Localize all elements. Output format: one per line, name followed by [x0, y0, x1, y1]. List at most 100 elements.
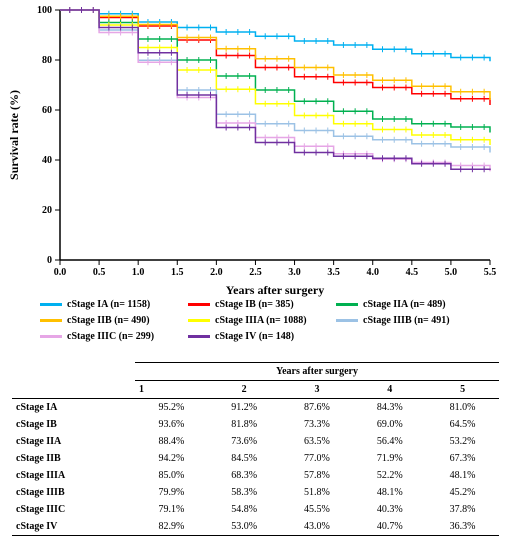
svg-text:0.5: 0.5: [93, 267, 106, 278]
svg-text:1.5: 1.5: [171, 267, 184, 278]
legend-label: cStage IB (n= 385): [215, 299, 294, 310]
table-cell: 73.6%: [208, 433, 281, 450]
table-cell: 58.3%: [208, 484, 281, 501]
table-cell: 53.0%: [208, 518, 281, 536]
table-cell: 81.0%: [426, 399, 499, 417]
svg-text:3.5: 3.5: [327, 267, 340, 278]
svg-text:2.5: 2.5: [249, 267, 262, 278]
svg-text:0: 0: [47, 255, 52, 266]
table-row: cStage IIIA85.0%68.3%57.8%52.2%48.1%: [12, 467, 499, 484]
table-cell: 79.9%: [135, 484, 208, 501]
legend-swatch: [188, 303, 210, 306]
legend-label: cStage IIA (n= 489): [363, 299, 446, 310]
table-cell: 63.5%: [281, 433, 354, 450]
table-cell: 45.5%: [281, 501, 354, 518]
table-cell: 52.2%: [353, 467, 426, 484]
table-cell: 88.4%: [135, 433, 208, 450]
legend-item-IIA: cStage IIA (n= 489): [336, 299, 484, 310]
table-cell: 67.3%: [426, 450, 499, 467]
table-cell: 54.8%: [208, 501, 281, 518]
chart-legend: cStage IA (n= 1158) cStage IB (n= 385) cSt…: [40, 298, 490, 346]
table-row-label: cStage IB: [12, 416, 135, 433]
table-cell: 57.8%: [281, 467, 354, 484]
table-cell: 36.3%: [426, 518, 499, 536]
table-row: cStage IB93.6%81.8%73.3%69.0%64.5%: [12, 416, 499, 433]
table-col-year: 3: [281, 381, 354, 399]
table-cell: 51.8%: [281, 484, 354, 501]
legend-swatch: [40, 319, 62, 322]
table-cell: 69.0%: [353, 416, 426, 433]
table-cell: 95.2%: [135, 399, 208, 417]
legend-label: cStage IIIB (n= 491): [363, 315, 450, 326]
legend-item-IIB: cStage IIB (n= 490): [40, 315, 188, 326]
legend-item-IV: cStage IV (n= 148): [188, 331, 336, 342]
table-cell: 43.0%: [281, 518, 354, 536]
survival-table: Years after surgery12345cStage IA95.2%91…: [12, 362, 499, 536]
legend-label: cStage IIIA (n= 1088): [215, 315, 307, 326]
table-cell: 68.3%: [208, 467, 281, 484]
svg-text:100: 100: [37, 5, 52, 16]
legend-label: cStage IIB (n= 490): [67, 315, 150, 326]
table-cell: 84.3%: [353, 399, 426, 417]
table-cell: 45.2%: [426, 484, 499, 501]
svg-text:5.5: 5.5: [484, 267, 497, 278]
table-cell: 64.5%: [426, 416, 499, 433]
table-row-label: cStage IIIB: [12, 484, 135, 501]
table-row-label: cStage IIB: [12, 450, 135, 467]
table-row: cStage IIB94.2%84.5%77.0%71.9%67.3%: [12, 450, 499, 467]
svg-text:Years after surgery: Years after surgery: [226, 283, 324, 297]
svg-text:1.0: 1.0: [132, 267, 145, 278]
table-cell: 93.6%: [135, 416, 208, 433]
table-cell: 73.3%: [281, 416, 354, 433]
table-cell: 40.7%: [353, 518, 426, 536]
table-col-year: 1: [135, 381, 208, 399]
table-cell: 91.2%: [208, 399, 281, 417]
svg-text:4.0: 4.0: [366, 267, 379, 278]
table-cell: 37.8%: [426, 501, 499, 518]
table-row-label: cStage IIIC: [12, 501, 135, 518]
legend-label: cStage IIIC (n= 299): [67, 331, 154, 342]
table-row: cStage IIIC79.1%54.8%45.5%40.3%37.8%: [12, 501, 499, 518]
legend-swatch: [336, 303, 358, 306]
table-cell: 82.9%: [135, 518, 208, 536]
table-row-label: cStage IIA: [12, 433, 135, 450]
table-col-year: 4: [353, 381, 426, 399]
legend-item-IIIB: cStage IIIB (n= 491): [336, 315, 484, 326]
legend-item-IB: cStage IB (n= 385): [188, 299, 336, 310]
table-row: cStage IIIB79.9%58.3%51.8%48.1%45.2%: [12, 484, 499, 501]
table-header-title: Years after surgery: [135, 363, 499, 381]
legend-swatch: [40, 335, 62, 338]
table-col-year: 2: [208, 381, 281, 399]
table-cell: 71.9%: [353, 450, 426, 467]
legend-label: cStage IA (n= 1158): [67, 299, 150, 310]
table-row-label: cStage IA: [12, 399, 135, 417]
svg-text:0.0: 0.0: [54, 267, 67, 278]
table-row: cStage IA95.2%91.2%87.6%84.3%81.0%: [12, 399, 499, 417]
table-cell: 85.0%: [135, 467, 208, 484]
legend-swatch: [40, 303, 62, 306]
svg-text:2.0: 2.0: [210, 267, 223, 278]
legend-item-IIIC: cStage IIIC (n= 299): [40, 331, 188, 342]
table-cell: 40.3%: [353, 501, 426, 518]
table-cell: 56.4%: [353, 433, 426, 450]
svg-text:4.5: 4.5: [406, 267, 419, 278]
table-row: cStage IIA88.4%73.6%63.5%56.4%53.2%: [12, 433, 499, 450]
table-col-year: 5: [426, 381, 499, 399]
svg-text:80: 80: [42, 55, 52, 66]
legend-swatch: [188, 335, 210, 338]
table-cell: 77.0%: [281, 450, 354, 467]
legend-label: cStage IV (n= 148): [215, 331, 294, 342]
table-row-label: cStage IV: [12, 518, 135, 536]
table-cell: 94.2%: [135, 450, 208, 467]
table-cell: 48.1%: [426, 467, 499, 484]
legend-item-IIIA: cStage IIIA (n= 1088): [188, 315, 336, 326]
legend-swatch: [188, 319, 210, 322]
svg-text:5.0: 5.0: [445, 267, 458, 278]
table-cell: 84.5%: [208, 450, 281, 467]
svg-text:40: 40: [42, 155, 52, 166]
svg-text:3.0: 3.0: [288, 267, 301, 278]
table-cell: 87.6%: [281, 399, 354, 417]
svg-text:60: 60: [42, 105, 52, 116]
legend-item-IA: cStage IA (n= 1158): [40, 299, 188, 310]
survival-chart: 0.00.51.01.52.02.53.03.54.04.55.05.50204…: [0, 0, 511, 300]
